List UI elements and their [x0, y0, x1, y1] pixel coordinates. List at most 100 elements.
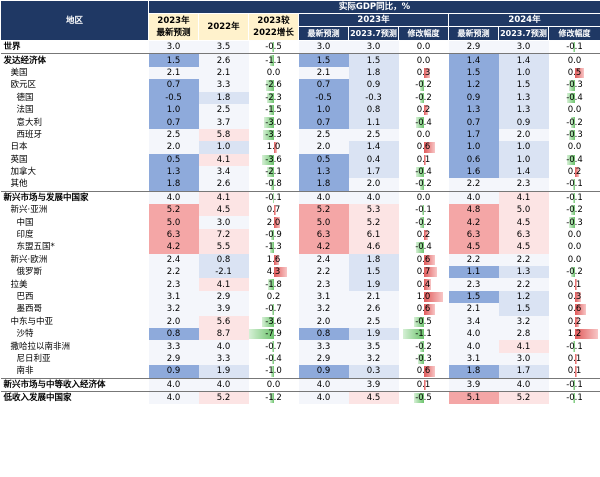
positive-bar [574, 67, 584, 79]
value-2024-latest-forecast: 1.3 [448, 103, 499, 117]
value-2022: 2.6 [198, 53, 249, 67]
value-2024-revision: 0.2 [548, 165, 600, 179]
negative-bar [419, 92, 424, 103]
value-2024-july-forecast: 4.0 [498, 377, 549, 392]
positive-bar [574, 316, 579, 327]
value-2023-revision: 0.4 [398, 278, 449, 291]
table-row: 新兴市场与发展中国家 4.0 4.1 -0.1 4.0 4.0 0.0 4.0 4.1 -0.1 [0, 190, 600, 205]
value-2023-revision: -0.4 [398, 165, 449, 179]
value-2024-latest-forecast: 2.9 [448, 40, 499, 54]
value-2023-latest: 6.3 [148, 228, 199, 242]
positive-bar [273, 142, 277, 153]
value-2023-latest: 2.9 [148, 352, 199, 366]
negative-bar [270, 229, 274, 241]
value-2024-latest-forecast: 5.1 [448, 390, 499, 405]
value-2024-revision: -0.4 [548, 91, 600, 104]
value-2024-revision: 0.2 [548, 315, 600, 328]
value-2023-revision: 0.0 [398, 53, 449, 67]
header-2023-july-forecast: 2023.7预测 [348, 26, 399, 41]
value-2023-revision: -0.5 [398, 315, 449, 328]
value-2023-latest-forecast: 1.5 [298, 53, 349, 67]
value-2024-july-forecast: 1.4 [498, 165, 549, 179]
positive-bar [423, 254, 435, 266]
value-2024-revision: 0.0 [548, 241, 600, 254]
value-2023-latest: 2.0 [148, 141, 199, 154]
value-2023-latest-forecast: -0.5 [298, 91, 349, 104]
value-2024-latest-forecast: 1.2 [448, 79, 499, 92]
negative-bar [271, 179, 274, 190]
value-2023-july-forecast: 4.0 [348, 190, 399, 205]
value-2022: 2.6 [198, 178, 249, 192]
value-2023-latest: 2.4 [148, 253, 199, 267]
negative-bar [572, 192, 575, 204]
positive-bar [574, 279, 577, 290]
value-2022: 3.0 [198, 216, 249, 229]
region-name: 沙特 [16, 329, 34, 340]
negative-bar [572, 379, 575, 390]
value-2024-july-forecast: 2.2 [498, 278, 549, 291]
value-growth-change: -0.9 [248, 228, 299, 242]
region-name: 其他 [10, 179, 28, 190]
value-2024-july-forecast: 1.7 [498, 365, 549, 379]
value-2024-latest-forecast: 3.1 [448, 352, 499, 366]
value-growth-change: -1.5 [248, 103, 299, 117]
table-row: 新兴·亚洲 5.2 4.5 0.7 5.2 5.3 -0.1 4.8 5.0 -0.2 [1, 204, 600, 217]
value-2022: 5.6 [198, 315, 249, 328]
negative-bar [421, 205, 424, 216]
value-2024-revision: -0.1 [548, 40, 600, 54]
positive-bar [273, 267, 287, 278]
value-2024-july-forecast: 4.5 [498, 216, 549, 229]
value-2023-latest: 1.0 [148, 103, 199, 117]
value-2023-july-forecast: 4.5 [348, 390, 399, 405]
value-2023-july-forecast: 4.6 [348, 241, 399, 254]
value-2024-latest-forecast: 1.8 [448, 365, 499, 379]
negative-bar [266, 92, 274, 103]
value-growth-change: -1.0 [248, 365, 299, 379]
value-2022: 3.5 [198, 40, 249, 54]
value-2022: 4.1 [198, 190, 249, 205]
positive-bar [423, 366, 435, 377]
value-2024-latest-forecast: 0.7 [448, 116, 499, 129]
value-growth-change: -2.6 [248, 79, 299, 92]
value-2024-july-forecast: 1.3 [498, 266, 549, 279]
region-name: 俄罗斯 [16, 267, 43, 278]
value-2024-latest-forecast: 2.1 [448, 303, 499, 316]
value-2023-latest-forecast: 2.0 [298, 315, 349, 328]
header-group-2024: 2024年 [448, 13, 600, 27]
negative-bar [568, 217, 575, 228]
value-2023-latest: 2.5 [148, 128, 199, 142]
negative-bar [572, 392, 575, 404]
value-2022: 5.5 [198, 241, 249, 254]
value-2023-revision: 0.3 [398, 66, 449, 80]
header-region: 地区 [0, 0, 149, 41]
value-2024-july-forecast: 1.0 [498, 141, 549, 154]
value-2024-latest-forecast: 4.8 [448, 204, 499, 217]
value-2023-july-forecast: 3.0 [348, 40, 399, 54]
value-2023-revision: 0.0 [398, 40, 449, 54]
value-2024-july-forecast: 1.4 [498, 53, 549, 67]
value-2022: 2.5 [198, 103, 249, 117]
value-2023-revision: -0.3 [398, 352, 449, 366]
value-2024-revision: 0.6 [548, 303, 600, 316]
value-2023-latest-forecast: 4.2 [298, 241, 349, 254]
positive-bar [574, 328, 598, 340]
value-2023-july-forecast: 1.8 [348, 66, 399, 80]
region-name: 拉美 [10, 279, 28, 290]
region-name: 世界 [3, 42, 21, 53]
table-row: 欧元区 0.7 3.3 -2.6 0.7 0.9 -0.2 1.2 1.5 -0.3 [1, 79, 600, 92]
header-group-2023: 2023年 [298, 13, 449, 27]
region-name: 撒哈拉以南非洲 [10, 341, 71, 352]
value-2023-latest: 4.0 [148, 390, 199, 405]
value-2023-july-forecast: 0.4 [348, 153, 399, 166]
positive-bar [423, 304, 435, 315]
table-row: 法国 1.0 2.5 -1.5 1.0 0.8 0.2 1.3 1.3 0.0 [1, 103, 600, 117]
value-growth-change: -0.4 [248, 352, 299, 366]
negative-bar [414, 316, 424, 327]
value-2024-latest-forecast: 0.9 [448, 91, 499, 104]
value-2023-latest: 2.2 [148, 266, 199, 279]
table-row: 新兴·欧洲 2.4 0.8 1.6 2.4 1.8 0.6 2.2 2.2 0.0 [1, 253, 600, 267]
value-2024-july-forecast: 3.0 [498, 352, 549, 366]
value-2024-revision: -0.1 [548, 377, 600, 392]
negative-bar [568, 80, 575, 91]
region-name: 新兴市场与发展中国家 [0, 190, 149, 205]
